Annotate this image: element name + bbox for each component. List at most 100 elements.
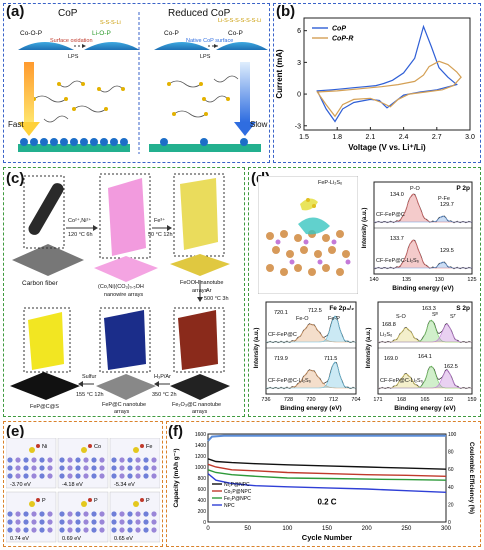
xps-peak-value: 162.5 (444, 364, 458, 370)
dft-binding-grid: Ni -3.70 eV Co -4.18 eV Fe -5.34 eV P 0.74 eV P 0… (6, 438, 160, 543)
d-structure-title: FeP-Li₂S₆ (318, 180, 343, 186)
xps-peak-value: 134.0 (390, 192, 404, 198)
dft-atom-label: Ni (42, 444, 47, 450)
xps-fit-peak (266, 361, 356, 389)
substrate-right (149, 138, 261, 152)
xps-annotation: CF-FeP@C-Li₂S₆ (376, 258, 419, 264)
c-fe2o3: Fe₂O₃@C nanotube (172, 402, 222, 408)
panel-c-label: (c) (6, 170, 25, 187)
c-step2: Fe³⁺ (154, 218, 166, 224)
xps-x-tick-label: 162 (444, 397, 453, 403)
panel-f-frame (166, 421, 481, 547)
dft-binding-energy: 0.69 eV (62, 536, 81, 542)
cop-dome-3 (154, 42, 210, 50)
cv-chart: 1.5 1.8 2.1 2.4 2.7 3.0 -3 0 3 6 Voltage (V vs. Li… (275, 17, 475, 152)
fep-c-array (96, 307, 156, 400)
dft-configuration (57, 491, 109, 543)
c-step3-cond: 500 °C 3h (204, 296, 229, 302)
xps-x-tick-label: 736 (261, 397, 270, 403)
xps-y-axis-label: Intensity (a.u.) (362, 208, 368, 249)
dft-configuration (109, 438, 160, 489)
xps-s2p-chart: 168.8 163.3 169.0 164.1 162.5 S-O Sᴮ Sᵀ Li₂S₆ CF-… (366, 301, 477, 412)
c-feooh2: arrays (192, 288, 208, 294)
cv-x-tick-label: 2.4 (399, 134, 409, 141)
dft-binding-energy: 0.65 eV (114, 536, 133, 542)
panel-c-frame (3, 167, 245, 417)
cv-x-tick-label: 2.7 (432, 134, 442, 141)
c-step1: Co²⁺,Ni²⁺ (68, 218, 92, 224)
cycling-y-tick-label: 200 (198, 509, 207, 515)
cycling-y-tick-label: 600 (198, 487, 207, 493)
cycling-y-tick-label: 1000 (195, 465, 206, 471)
cv-x-tick-label: 3.0 (465, 134, 475, 141)
cycling-y2-tick-label: 60 (448, 467, 454, 473)
xps-x-tick-label: 720 (306, 397, 315, 403)
xps-peak-value: 169.0 (384, 356, 398, 362)
c-nanowire: (Co,Ni)(CO₃)₀.₅OH (98, 284, 144, 290)
xps-annotation: CF-FeP@C-Li₂S₆ (268, 378, 311, 384)
xps-peak-value: 720.1 (274, 310, 288, 316)
dft-binding-energy: -3.70 eV (10, 482, 31, 488)
feooh-array (170, 173, 230, 276)
dft-binding-energy: -5.34 eV (114, 482, 135, 488)
cycling-series-line (207, 473, 447, 493)
dft-configuration (57, 438, 109, 489)
cycling-y-axis-label: Capacity (mAh g⁻¹) (173, 448, 180, 507)
cycling-legend-label: NPC (224, 503, 235, 509)
cv-y-axis-label: Current (mA) (275, 49, 284, 99)
xps-annotation: CF-FeP@C-Li₂S₆ (380, 378, 423, 384)
xps-fit-peak (378, 369, 472, 389)
xps-peak-value: 711.5 (324, 356, 337, 362)
xps-x-tick-label: 135 (402, 277, 411, 283)
cv-series-line (316, 24, 458, 123)
cycling-y2-tick-label: 80 (448, 450, 454, 456)
xps-peak-value: 133.7 (390, 236, 404, 242)
cycling-legend-label: Fe₂P@NPC (224, 496, 251, 502)
a-lps-left: LPS (68, 54, 79, 60)
cycling-plot-frame (207, 433, 447, 523)
fep-c-s-array (10, 307, 80, 400)
a-surface-oxidation: Surface oxidation (50, 38, 93, 44)
xps-peak-value: 129.7 (440, 202, 454, 208)
cycling-y2-tick-label: 20 (448, 502, 454, 508)
xps-peak-value: 168.8 (382, 322, 396, 328)
panel-b-frame (273, 3, 481, 163)
xps-peak-value: 712.5 (308, 308, 322, 314)
xps-x-axis-label: Binding energy (eV) (392, 285, 453, 292)
a-slow-label: Slow (250, 120, 268, 129)
c-h3p: H₃P/Ar (154, 374, 171, 380)
c-nanowire2: nanowire arrays (104, 292, 144, 298)
c-carbon-fiber: Carbon fiber (22, 280, 58, 287)
cycling-x-tick-label: 50 (244, 526, 251, 532)
cv-y-tick-label: -3 (295, 123, 301, 130)
xps-annotation: Li₂S₆ (380, 332, 392, 338)
xps-annotation: Fe-O (296, 316, 309, 322)
xps-x-tick-label: 125 (467, 277, 476, 283)
panel-b-label: (b) (276, 3, 296, 20)
xps-peak-value: 129.5 (440, 248, 454, 254)
dft-configuration (6, 491, 57, 543)
cycling-y2-axis-label: Coulombic Efficiency (%) (468, 442, 474, 514)
dft-configuration (109, 491, 160, 543)
c-step3: Ar (206, 288, 212, 294)
a-right-product: Co-P (228, 30, 243, 37)
fast-arrow (18, 62, 40, 136)
panel-d-frame (248, 167, 481, 417)
c-h3p-cond: 350 °C 2h (152, 392, 177, 398)
xps-annotation: CF-FeP@C (376, 212, 405, 218)
xps-annotation: Sᴮ (432, 311, 439, 318)
cv-y-tick-label: 3 (297, 60, 301, 67)
xps-x-tick-label: 165 (420, 397, 429, 403)
cycling-y-tick-label: 1600 (195, 432, 206, 438)
cop-dome-2 (84, 42, 140, 50)
cycling-x-tick-label: 300 (441, 526, 452, 532)
xps-x-tick-label: 130 (435, 277, 444, 283)
dft-atom-label: Fe (146, 444, 152, 450)
xps-peak-value: 164.1 (418, 354, 432, 360)
cycling-y2-tick-label: 0 (448, 520, 451, 526)
xps-title: Fe 2p₃/₂ (329, 305, 354, 312)
cycling-x-tick-label: 100 (282, 526, 293, 532)
slow-arrow (234, 62, 256, 136)
cycling-series-line (207, 434, 446, 442)
cycling-series-line (207, 469, 447, 481)
